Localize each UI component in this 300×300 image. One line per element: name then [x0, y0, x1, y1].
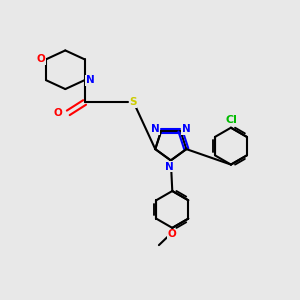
Text: O: O	[168, 230, 177, 239]
Text: Cl: Cl	[226, 115, 238, 125]
Text: N: N	[151, 124, 160, 134]
Text: N: N	[85, 75, 94, 85]
Text: N: N	[165, 162, 174, 172]
Text: N: N	[182, 124, 191, 134]
Text: O: O	[53, 108, 62, 118]
Text: S: S	[129, 98, 137, 107]
Text: O: O	[36, 54, 45, 64]
